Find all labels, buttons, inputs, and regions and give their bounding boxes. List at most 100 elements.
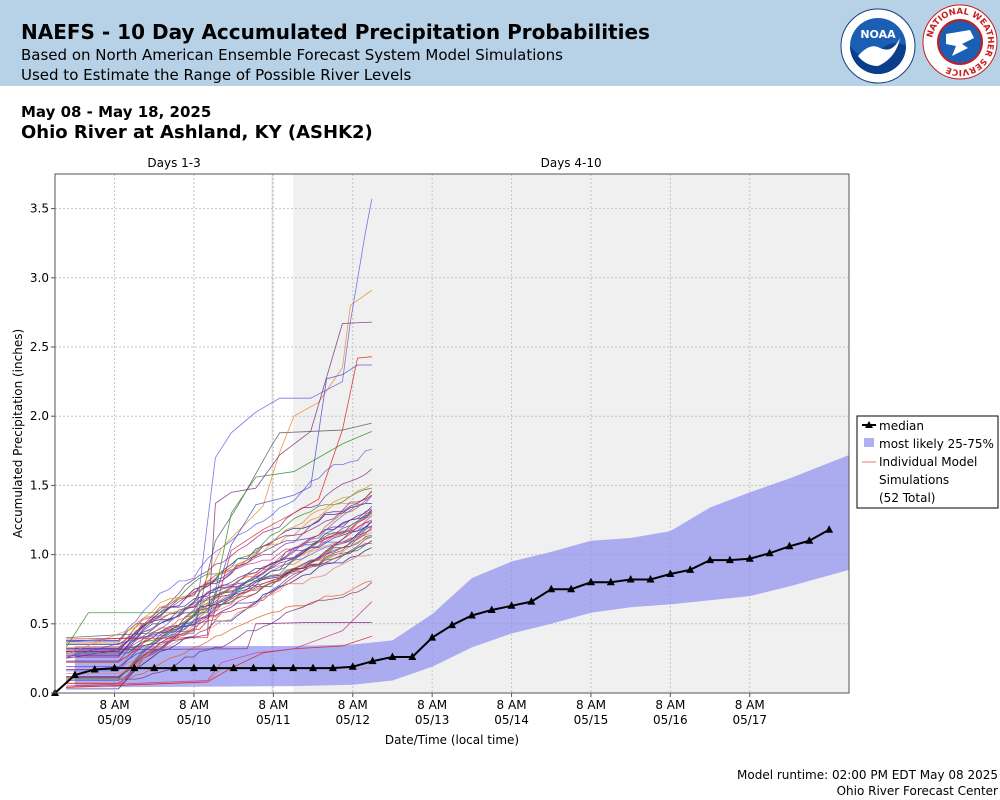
member-line-39 xyxy=(66,494,373,681)
x-tick-label-time-1: 8 AM xyxy=(179,698,209,712)
median-point-10 xyxy=(229,663,238,672)
member-line-50 xyxy=(66,321,372,659)
legend-box xyxy=(856,415,999,509)
median-layer xyxy=(51,525,834,696)
member-line-7 xyxy=(66,581,373,680)
plot-frame xyxy=(54,173,850,694)
x-tick-label-date-7: 05/16 xyxy=(653,713,688,727)
median-point-4 xyxy=(110,663,119,672)
member-line-10 xyxy=(66,534,372,687)
legend-members-label-2: Simulations xyxy=(879,473,949,487)
member-line-24 xyxy=(66,505,373,658)
member-line-33 xyxy=(66,490,373,652)
median-point-2 xyxy=(70,670,79,679)
median-point-30 xyxy=(626,575,635,583)
member-line-14 xyxy=(66,521,373,679)
x-tick-label-time-4: 8 AM xyxy=(417,698,447,712)
median-point-6 xyxy=(150,663,159,672)
x-tick-label-date-5: 05/14 xyxy=(494,713,529,727)
median-point-39 xyxy=(805,536,814,544)
member-line-31 xyxy=(66,526,372,657)
noaa-logo: NOAA xyxy=(840,8,916,84)
member-line-18 xyxy=(66,508,372,645)
legend-band-label: most likely 25-75% xyxy=(879,437,994,451)
y-tick-label-3: 1.5 xyxy=(30,478,49,492)
median-point-37 xyxy=(765,548,774,557)
median-point-25 xyxy=(527,597,536,605)
legend-median-marker xyxy=(865,421,873,428)
legend-members-label-3: (52 Total) xyxy=(879,491,935,505)
median-point-33 xyxy=(686,565,695,573)
x-tick-label-time-3: 8 AM xyxy=(338,698,368,712)
model-runtime: Model runtime: 02:00 PM EDT May 08 2025 xyxy=(737,768,998,782)
x-tick-label-date-0: 05/09 xyxy=(97,713,132,727)
member-line-35 xyxy=(66,483,373,644)
median-point-7 xyxy=(170,663,179,672)
period-label-1: Days 1-3 xyxy=(147,156,200,170)
median-point-8 xyxy=(189,663,198,672)
member-line-16 xyxy=(66,511,373,651)
x-tick-label-time-2: 8 AM xyxy=(258,698,288,712)
legend-band-swatch xyxy=(864,438,874,447)
forecast-date-range: May 08 - May 18, 2025 xyxy=(21,103,212,121)
x-tick-label-time-0: 8 AM xyxy=(100,698,130,712)
legend-median-label: median xyxy=(879,419,924,433)
member-line-44 xyxy=(66,422,372,639)
median-point-3 xyxy=(90,664,99,673)
median-point-21 xyxy=(448,620,456,629)
member-line-32 xyxy=(66,519,372,677)
members-layer xyxy=(65,198,373,690)
member-line-46 xyxy=(65,289,373,655)
median-point-14 xyxy=(309,663,318,672)
median-point-5 xyxy=(130,663,139,672)
station-name: Ohio River at Ashland, KY (ASHK2) xyxy=(21,122,373,143)
y-axis-label: Accumulated Precipitation (inches) xyxy=(11,329,25,538)
member-line-38 xyxy=(66,554,372,675)
member-line-27 xyxy=(66,547,372,690)
median-point-20 xyxy=(428,633,437,641)
member-line-22 xyxy=(66,492,373,648)
y-tick-label-5: 2.5 xyxy=(30,340,49,354)
median-point-12 xyxy=(269,663,278,672)
y-tick-label-4: 2.0 xyxy=(30,409,49,423)
member-line-48 xyxy=(66,364,372,658)
median-point-11 xyxy=(249,663,258,672)
y-tick-label-7: 3.5 xyxy=(30,202,49,216)
median-point-13 xyxy=(289,663,298,672)
median-point-32 xyxy=(666,569,675,577)
x-tick-label-date-4: 05/13 xyxy=(415,713,450,727)
likely-range-band xyxy=(74,454,850,688)
noaa-logo-text: NOAA xyxy=(860,28,896,41)
member-line-43 xyxy=(66,622,372,651)
legend-members-label-1: Individual Model xyxy=(879,455,977,469)
x-tick-label-date-3: 05/12 xyxy=(335,713,370,727)
member-line-28 xyxy=(66,496,373,663)
band-layer xyxy=(74,454,850,688)
median-point-29 xyxy=(606,577,615,586)
median-point-35 xyxy=(725,555,734,564)
median-point-26 xyxy=(547,584,556,593)
median-point-36 xyxy=(745,554,754,562)
median-point-31 xyxy=(646,575,655,583)
member-line-42 xyxy=(66,601,373,687)
median-point-34 xyxy=(706,555,715,564)
header-banner: NAEFS - 10 Day Accumulated Precipitation… xyxy=(0,0,1000,86)
member-line-30 xyxy=(66,512,372,680)
y-tick-label-0: 0.0 xyxy=(30,686,49,700)
median-point-40 xyxy=(825,525,834,533)
member-line-3 xyxy=(66,511,373,650)
member-line-2 xyxy=(66,580,372,687)
period-label-2: Days 4-10 xyxy=(541,156,602,170)
median-point-17 xyxy=(368,656,377,665)
x-tick-label-date-1: 05/10 xyxy=(177,713,212,727)
member-line-41 xyxy=(66,635,372,688)
page-subtitle-2: Used to Estimate the Range of Possible R… xyxy=(21,66,412,84)
median-point-23 xyxy=(487,605,496,613)
member-line-34 xyxy=(66,529,372,668)
x-tick-label-time-7: 8 AM xyxy=(655,698,685,712)
y-tick-label-1: 0.5 xyxy=(30,617,49,631)
forecast-office: Ohio River Forecast Center xyxy=(836,784,998,798)
x-tick-label-time-8: 8 AM xyxy=(735,698,765,712)
